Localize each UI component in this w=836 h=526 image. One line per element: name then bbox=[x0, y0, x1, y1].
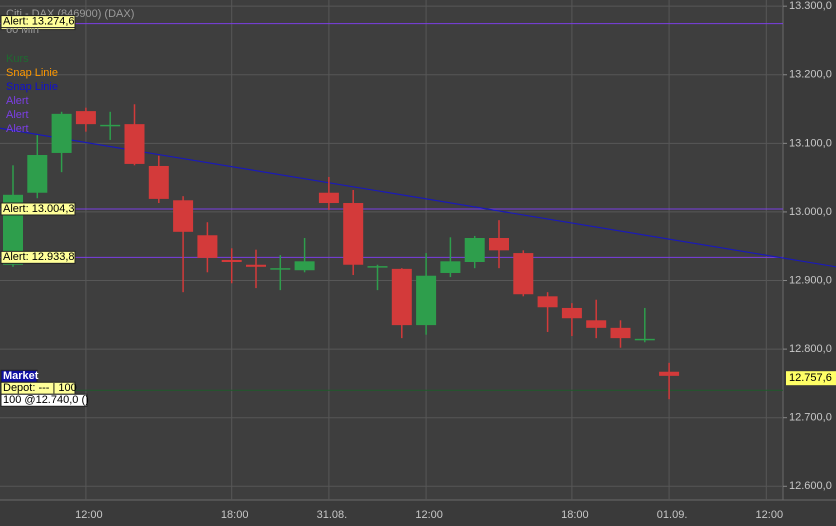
candle-body bbox=[221, 259, 242, 263]
candle-body bbox=[416, 275, 437, 326]
alert-label: Alert: 13.004,3 bbox=[3, 203, 75, 215]
candle-body bbox=[318, 192, 339, 204]
depot-label: Market bbox=[3, 370, 39, 382]
candle-body bbox=[343, 203, 364, 265]
candle-body bbox=[440, 261, 461, 273]
x-tick-label: 12:00 bbox=[75, 509, 103, 521]
depot-label: Depot: --- | 100 bbox=[3, 382, 77, 394]
price-label: 12.757,6 bbox=[789, 372, 832, 384]
candle-body bbox=[173, 200, 194, 232]
y-tick-label: 12.700,0 bbox=[789, 412, 832, 424]
price-label-box bbox=[786, 371, 836, 386]
legend-entry: Alert bbox=[6, 123, 29, 135]
candle-body bbox=[561, 307, 582, 319]
candle-body bbox=[148, 165, 169, 199]
candle-body bbox=[634, 338, 655, 341]
legend-entry: Snap Linie bbox=[6, 81, 58, 93]
candle-body bbox=[513, 253, 534, 295]
y-tick-label: 12.900,0 bbox=[789, 274, 832, 286]
candle-body bbox=[27, 155, 48, 193]
candle-body bbox=[659, 371, 680, 376]
candle-body bbox=[610, 327, 631, 339]
alert-label-box bbox=[0, 250, 76, 264]
legend-entry: Alert bbox=[6, 109, 29, 121]
legend-entry: Alert bbox=[6, 95, 29, 107]
x-tick-label: 18:00 bbox=[221, 509, 249, 521]
plot-area bbox=[0, 0, 783, 500]
legend-entry: Kurs bbox=[6, 53, 29, 65]
y-tick-label: 12.800,0 bbox=[789, 343, 832, 355]
depot-label-box bbox=[0, 393, 88, 407]
candle-body bbox=[391, 268, 412, 326]
x-tick-label: 12:00 bbox=[415, 509, 443, 521]
y-tick-label: 13.000,0 bbox=[789, 206, 832, 218]
depot-label: 100 @12.740,0 () bbox=[3, 394, 89, 406]
candle-body bbox=[464, 237, 485, 263]
alert-label: Alert: 13.274,6 bbox=[3, 16, 75, 28]
candle-body bbox=[294, 261, 315, 271]
alert-label-box bbox=[0, 15, 76, 29]
candle-body bbox=[197, 235, 218, 258]
candle-body bbox=[124, 124, 145, 164]
alert-label: Alert: 12.933,8 bbox=[3, 251, 75, 263]
alert-label-box bbox=[0, 202, 76, 216]
candle-body bbox=[489, 237, 509, 251]
candle-body bbox=[537, 296, 558, 308]
legend-entry: Snap Linie bbox=[6, 67, 58, 79]
y-tick-label: 13.100,0 bbox=[789, 137, 832, 149]
x-tick-label: 31.08. bbox=[317, 509, 348, 521]
candle-body bbox=[246, 264, 266, 267]
candle-body bbox=[75, 111, 96, 125]
candle-body bbox=[367, 266, 388, 268]
x-tick-label: 01.09. bbox=[657, 509, 688, 521]
x-tick-label: 18:00 bbox=[561, 509, 589, 521]
candle-body bbox=[586, 320, 607, 328]
candle-body bbox=[270, 268, 291, 270]
y-tick-label: 13.300,0 bbox=[789, 0, 832, 12]
y-tick-label: 13.200,0 bbox=[789, 69, 832, 81]
x-tick-label: 12:00 bbox=[756, 509, 784, 521]
candle-body bbox=[100, 124, 121, 127]
y-tick-label: 12.600,0 bbox=[789, 480, 832, 492]
candle-body bbox=[51, 113, 72, 153]
